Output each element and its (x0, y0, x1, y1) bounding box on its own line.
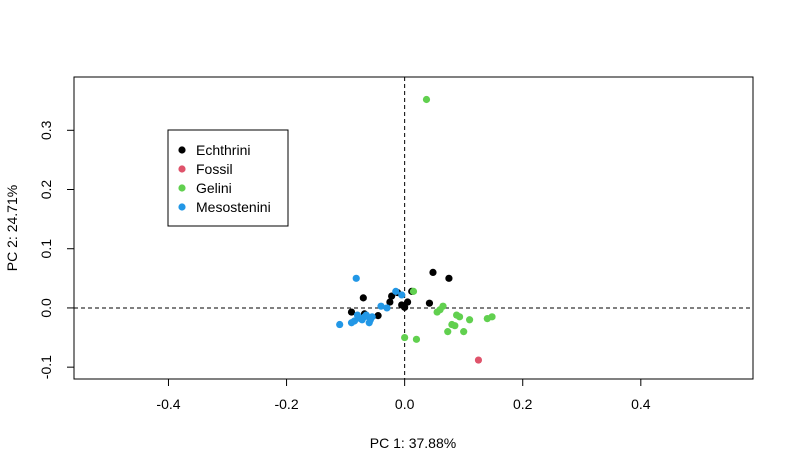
point-gelini (460, 328, 468, 336)
y-tick-label: 0.2 (38, 180, 54, 200)
point-mesostenini (350, 317, 359, 325)
point-gelini (488, 313, 496, 321)
y-axis-title: PC 2: 24.71% (4, 185, 20, 271)
point-mesostenini (398, 291, 406, 299)
x-tick-label: -0.4 (156, 396, 180, 412)
legend-box (167, 129, 289, 227)
y-tick-label: -0.1 (38, 355, 54, 379)
point-mesostenini (392, 287, 400, 295)
point-echthrini (429, 268, 437, 277)
legend-label-gelini: Gelini (196, 180, 232, 196)
x-tick-label: 0.2 (513, 396, 533, 412)
point-echthrini (403, 298, 412, 306)
legend-label-echthrini: Echthrini (196, 142, 250, 158)
point-gelini (455, 313, 464, 321)
y-tick-label: 0.1 (38, 239, 54, 259)
point-gelini (451, 322, 459, 330)
x-axis: -0.4 -0.2 0.0 0.2 0.4 (156, 378, 651, 412)
point-mesostenini (362, 311, 370, 319)
x-tick-label: 0.4 (631, 396, 651, 412)
point-echthrini (386, 298, 394, 306)
point-echthrini (388, 292, 396, 300)
point-echthrini (359, 294, 367, 302)
point-gelini (412, 335, 421, 343)
point-echthrini (347, 308, 356, 316)
x-tick-label: -0.2 (274, 396, 298, 412)
point-mesostenini (336, 320, 344, 329)
x-axis-title: PC 1: 37.88% (370, 435, 456, 451)
data-points (336, 95, 496, 364)
y-tick-label: 0.3 (38, 120, 54, 140)
point-gelini (444, 328, 452, 336)
legend-marker-gelini (178, 184, 186, 192)
legend-label-fossil: Fossil (196, 161, 233, 177)
point-gelini (439, 302, 447, 310)
plot-frame (73, 76, 754, 380)
point-echthrini (374, 312, 382, 320)
point-echthrini (445, 274, 453, 282)
point-gelini (422, 95, 431, 104)
point-mesostenini (368, 313, 376, 321)
legend-marker-fossil (178, 165, 186, 173)
point-gelini (401, 333, 409, 342)
point-mesostenini (377, 302, 385, 310)
point-mesostenini (352, 274, 360, 282)
point-gelini (409, 287, 418, 295)
x-tick-label: 0.0 (395, 396, 415, 412)
point-mesostenini (383, 304, 391, 312)
legend-label-mesostenini: Mesostenini (196, 199, 271, 215)
point-fossil (474, 356, 483, 364)
y-axis: -0.1 0.0 0.1 0.2 0.3 (38, 120, 75, 379)
legend-marker-mesostenini (178, 203, 186, 211)
point-echthrini (401, 303, 409, 311)
legend-marker-echthrini (178, 146, 186, 154)
point-gelini (465, 316, 474, 324)
y-tick-label: 0.0 (38, 298, 54, 318)
legend: Echthrini Fossil Gelini Mesostenini (167, 129, 289, 227)
point-echthrini (425, 299, 434, 307)
